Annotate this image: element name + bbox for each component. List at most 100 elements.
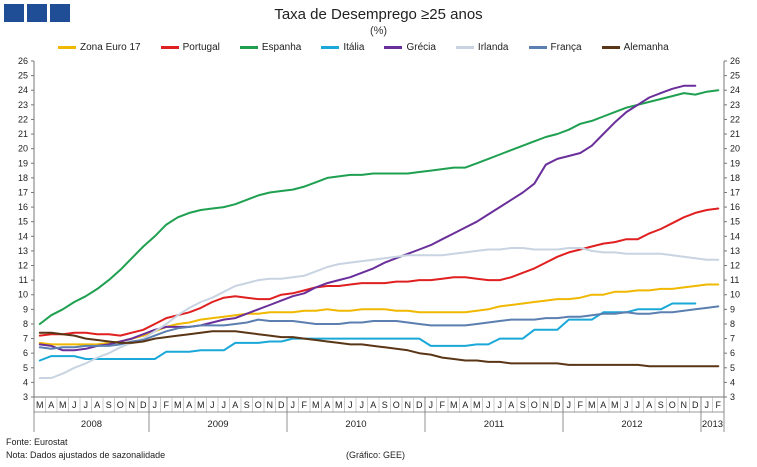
chart-legend: Zona Euro 17 Portugal Espanha Itália Grécia I…: [58, 42, 689, 53]
x-tick-label: A: [324, 400, 330, 410]
x-tick-label: S: [106, 400, 112, 410]
x-tick-label: N: [405, 400, 412, 410]
x-tick-label: J: [429, 400, 434, 410]
y-tick-label-right: 16: [730, 202, 740, 212]
y-tick-label-left: 13: [18, 246, 28, 256]
x-tick-label: D: [278, 400, 285, 410]
x-tick-label: J: [210, 400, 215, 410]
x-tick-label: J: [153, 400, 158, 410]
x-tick-label: A: [186, 400, 192, 410]
x-tick-label: S: [658, 400, 664, 410]
x-tick-label: M: [59, 400, 67, 410]
y-tick-label-left: 22: [18, 114, 28, 124]
y-tick-label-left: 21: [18, 129, 28, 139]
y-tick-label-left: 9: [23, 304, 28, 314]
legend-swatch: [601, 46, 620, 49]
gee-logo: [4, 4, 70, 22]
x-tick-label: J: [84, 400, 89, 410]
x-tick-label: F: [440, 400, 446, 410]
legend-item: Espanha: [239, 42, 302, 53]
series-line: [38, 89, 720, 325]
y-tick-label-right: 17: [730, 187, 740, 197]
y-tick-label-right: 11: [730, 275, 739, 285]
x-tick-label: M: [473, 400, 481, 410]
x-tick-label: J: [291, 400, 296, 410]
y-tick-label-left: 16: [18, 202, 28, 212]
y-tick-label-right: 26: [730, 56, 740, 66]
year-label: 2011: [484, 419, 504, 430]
logo-block: [27, 4, 47, 22]
legend-label: Alemanha: [623, 42, 669, 53]
x-tick-label: J: [498, 400, 503, 410]
source-note: Fonte: Eurostat: [6, 437, 68, 447]
y-tick-label-left: 17: [18, 187, 28, 197]
x-tick-label: A: [600, 400, 606, 410]
y-tick-label-left: 19: [18, 158, 28, 168]
x-tick-label: A: [94, 400, 100, 410]
x-tick-label: J: [624, 400, 629, 410]
x-tick-label: F: [302, 400, 308, 410]
y-tick-label-left: 14: [18, 231, 28, 241]
legend-label: Zona Euro 17: [80, 42, 141, 53]
x-tick-label: F: [578, 400, 584, 410]
year-label: 2008: [81, 419, 102, 430]
legend-item: Portugal: [160, 42, 220, 53]
y-tick-label-left: 15: [18, 217, 28, 227]
legend-label: Grécia: [406, 42, 436, 53]
x-tick-label: J: [348, 400, 353, 410]
legend-label: Espanha: [261, 42, 302, 53]
year-label: 2010: [345, 419, 366, 430]
x-tick-label: J: [486, 400, 491, 410]
y-tick-label-left: 8: [23, 319, 28, 329]
y-tick-label-left: 26: [18, 56, 28, 66]
x-tick-label: M: [197, 400, 205, 410]
legend-item: Irlanda: [455, 42, 509, 53]
y-tick-label-right: 15: [730, 217, 740, 227]
series-line: [38, 305, 720, 350]
x-tick-label: D: [416, 400, 423, 410]
y-tick-label-right: 3: [730, 392, 735, 402]
logo-block: [50, 4, 70, 22]
x-tick-label: A: [646, 400, 652, 410]
legend-swatch: [58, 46, 76, 49]
x-tick-label: M: [611, 400, 619, 410]
x-tick-label: M: [588, 400, 596, 410]
y-tick-label-right: 19: [730, 158, 740, 168]
chart-credit: (Gráfico: GEE): [346, 450, 406, 460]
y-tick-label-left: 3: [23, 392, 28, 402]
y-tick-label-right: 20: [730, 144, 740, 154]
x-tick-label: A: [48, 400, 54, 410]
y-tick-label-right: 4: [730, 377, 735, 387]
y-tick-label-right: 7: [730, 334, 735, 344]
y-tick-label-right: 9: [730, 304, 735, 314]
legend-item: Grécia: [384, 42, 436, 53]
series-line: [38, 302, 697, 362]
y-tick-label-right: 25: [730, 71, 740, 81]
legend-label: França: [550, 42, 582, 53]
x-tick-label: A: [462, 400, 468, 410]
x-tick-label: A: [508, 400, 514, 410]
legend-item: França: [528, 42, 582, 53]
legend-label: Irlanda: [477, 42, 509, 53]
y-tick-label-right: 13: [730, 246, 740, 256]
x-tick-label: J: [636, 400, 641, 410]
x-tick-label: N: [129, 400, 136, 410]
series-line: [38, 84, 697, 352]
x-tick-label: D: [140, 400, 147, 410]
y-tick-label-right: 6: [730, 348, 735, 358]
legend-item: Itália: [321, 42, 364, 53]
x-tick-label: M: [174, 400, 182, 410]
y-tick-label-left: 5: [23, 363, 28, 373]
x-tick-label: M: [450, 400, 458, 410]
x-tick-label: S: [244, 400, 250, 410]
x-tick-label: O: [393, 400, 400, 410]
year-label: 2013: [702, 419, 723, 430]
logo-block: [4, 4, 24, 22]
y-tick-label-right: 5: [730, 363, 735, 373]
series-line: [38, 330, 720, 368]
y-tick-label-left: 23: [18, 100, 28, 110]
y-tick-label-right: 10: [730, 290, 740, 300]
legend-swatch: [160, 46, 179, 49]
legend-swatch: [528, 46, 547, 49]
x-tick-label: J: [222, 400, 227, 410]
